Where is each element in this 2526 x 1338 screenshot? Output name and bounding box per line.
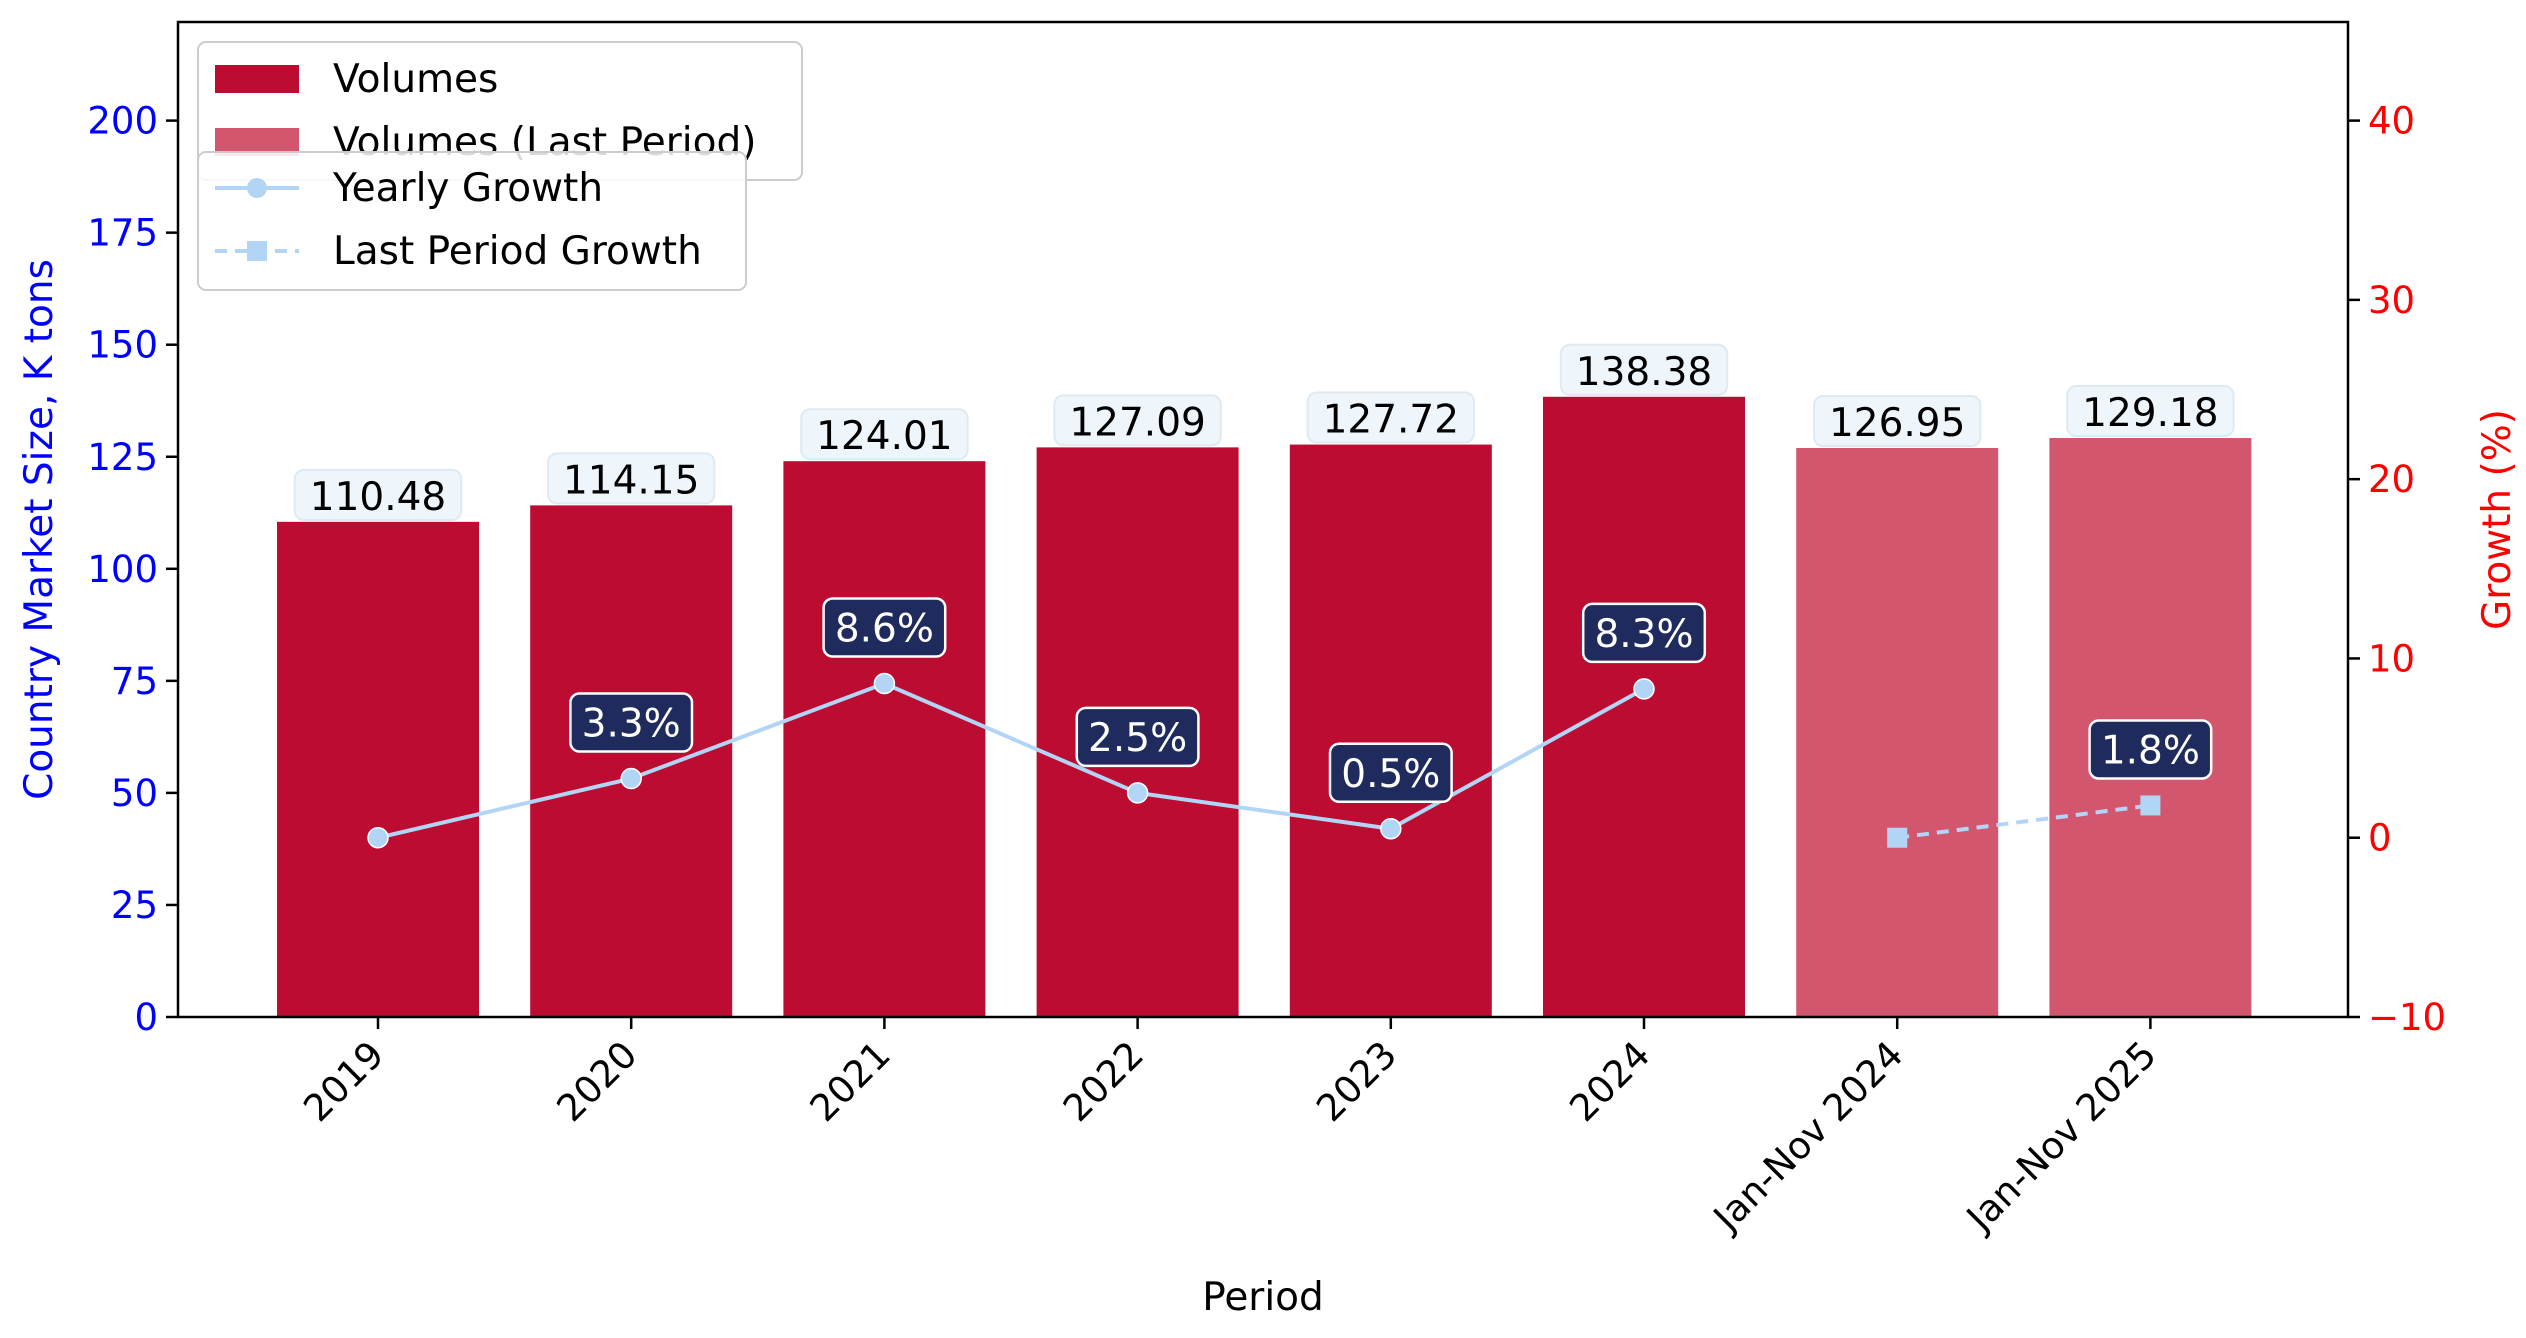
bar-value-label: 110.48 xyxy=(310,475,446,520)
bar-value-label: 114.15 xyxy=(563,458,699,503)
legend-label: Yearly Growth xyxy=(332,166,603,211)
growth-point-marker xyxy=(367,826,389,849)
bar-value-label-box xyxy=(1306,391,1475,444)
legend-swatch xyxy=(215,65,299,93)
y-axis-title-right: Growth (%) xyxy=(2475,409,2520,630)
growth-label-box xyxy=(822,597,947,658)
legend-marker xyxy=(247,178,267,198)
growth-point-marker xyxy=(2140,795,2161,816)
y-left-tick-label: 200 xyxy=(87,100,158,143)
growth-label-box xyxy=(2088,719,2213,780)
growth-label-box xyxy=(1328,742,1453,804)
legend-lines: Yearly Growth Last Period Growth xyxy=(197,151,747,291)
bar-value-label-box xyxy=(1813,395,1982,448)
legend-box xyxy=(197,151,747,291)
bar-value-label-box xyxy=(800,408,969,461)
growth-value-label: 8.3% xyxy=(1594,612,1693,657)
growth-lines-layer xyxy=(367,672,2161,849)
y-left-tick-label: 50 xyxy=(111,772,158,815)
legend-marker xyxy=(247,241,267,261)
growth-point-marker xyxy=(620,767,642,790)
x-axis-title: Period xyxy=(1202,1275,1324,1320)
growth-label-box xyxy=(1075,706,1200,768)
y-left-tick-label: 125 xyxy=(87,436,158,479)
y-right-tick-label: 40 xyxy=(2368,100,2415,143)
bar-value-label: 127.72 xyxy=(1323,398,1459,443)
y-right-tick-label: 0 xyxy=(2368,817,2392,860)
y-left-tick-label: 150 xyxy=(87,324,158,367)
y-left-tick-label: 25 xyxy=(111,884,158,927)
bar-value-label: 126.95 xyxy=(1829,401,1965,446)
bar-2023 xyxy=(1289,444,1492,1017)
y-left-tick-label: 75 xyxy=(111,660,158,703)
growth-value-label: 2.5% xyxy=(1088,716,1187,761)
y-right-tick-label: 10 xyxy=(2368,637,2415,680)
growth-point-marker xyxy=(1380,818,1402,840)
y-right-tick-label: 20 xyxy=(2368,458,2415,501)
y-left-tick-label: 175 xyxy=(87,212,158,255)
data-labels-layer: 110.48 114.15 124.01 127.09 127.72 138.38 126.… xyxy=(293,343,2235,804)
growth-point-marker xyxy=(1633,678,1655,700)
line-yearly-growth xyxy=(377,681,1645,840)
growth-value-label: 3.3% xyxy=(582,702,681,747)
growth-label-box xyxy=(1581,602,1707,664)
y-right-tick-label: 30 xyxy=(2368,279,2415,322)
growth-point-marker xyxy=(1126,782,1149,804)
bar-value-label-box xyxy=(1053,394,1222,447)
bar-2021 xyxy=(783,461,986,1017)
bar-value-label-box xyxy=(293,468,463,521)
y-axis-title-left: Country Market Size, K tons xyxy=(17,259,62,800)
legend-label: Volumes xyxy=(333,57,498,102)
bar-value-label: 127.09 xyxy=(1069,400,1205,445)
bar-value-label-box xyxy=(2066,385,2235,438)
bar-value-label: 129.18 xyxy=(2082,391,2218,436)
line-last-period-growth xyxy=(1896,803,2151,840)
bar-value-label: 138.38 xyxy=(1576,350,1712,395)
plot-frame xyxy=(176,20,2350,1019)
growth-value-label: 8.6% xyxy=(835,607,934,652)
growth-value-label: 1.8% xyxy=(2101,728,2200,773)
growth-label-box xyxy=(569,692,694,753)
bar-2020 xyxy=(530,505,733,1017)
y-left-tick-label: 100 xyxy=(87,548,158,591)
bar-value-label-box xyxy=(547,452,716,505)
bar-2019 xyxy=(277,521,479,1017)
growth-point-marker xyxy=(873,672,896,695)
legend-label: Last Period Growth xyxy=(333,229,702,274)
bar-2024 xyxy=(1543,396,1745,1017)
y-right-tick-label: −10 xyxy=(2368,996,2446,1039)
bar-value-label: 124.01 xyxy=(816,414,952,459)
bar-jan-nov-2024 xyxy=(1796,448,1999,1017)
bar-value-label-box xyxy=(1559,343,1729,396)
growth-value-label: 0.5% xyxy=(1341,752,1440,797)
growth-point-marker xyxy=(1887,827,1908,848)
y-left-tick-label: 0 xyxy=(134,996,158,1039)
